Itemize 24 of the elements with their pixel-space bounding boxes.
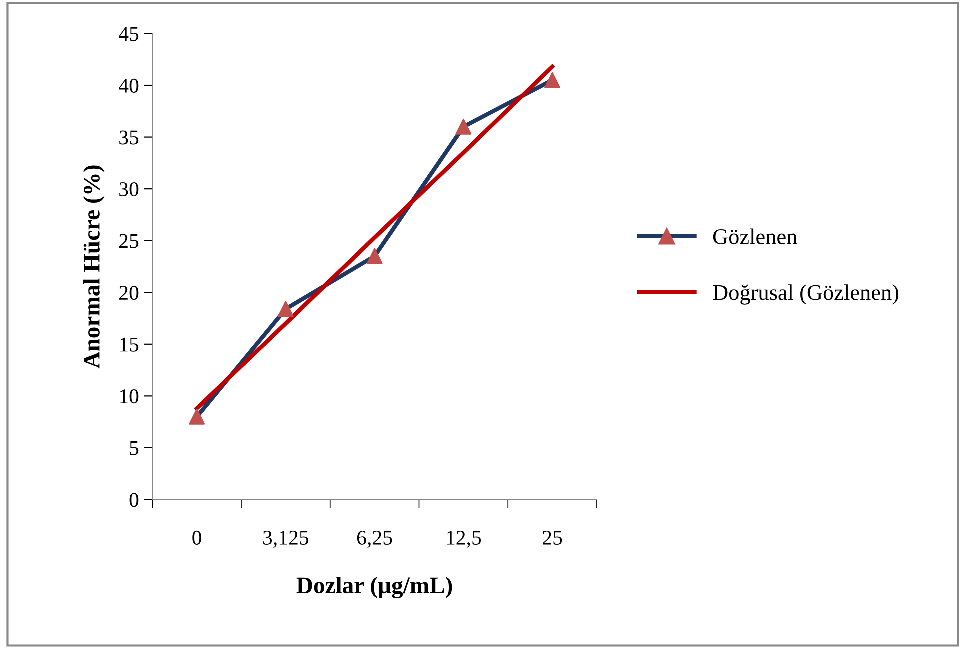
y-tick-label: 10 [120, 390, 139, 404]
point [456, 118, 472, 135]
y-tick-label: 5 [130, 442, 139, 456]
legend-label: Doğrusal (Gözlenen) [713, 284, 899, 305]
y-axis-title: Anormal Hücre (%) [83, 166, 105, 369]
point [278, 301, 294, 318]
legend-label: Gözlenen [713, 228, 798, 244]
point [189, 408, 206, 425]
x-tick-label: 6,25 [357, 530, 392, 548]
point [544, 72, 561, 88]
y-tick-label: 30 [120, 182, 139, 197]
point [366, 248, 383, 264]
x-axis-title: Dozlar (µg/mL) [296, 576, 452, 599]
y-tick-label: 0 [130, 493, 139, 508]
x-tick-label: 25 [543, 530, 562, 545]
y-tick-label: 35 [120, 130, 139, 145]
x-tick-label: 3,125 [263, 530, 309, 548]
x-tick-label: 0 [192, 530, 202, 545]
y-tick-label: 15 [120, 338, 139, 352]
y-tick-label: 45 [119, 27, 139, 42]
y-tick-label: 40 [119, 78, 139, 93]
y-tick-label: 20 [120, 286, 139, 300]
y-tick-label: 25 [120, 234, 139, 248]
x-tick-label: 12,5 [447, 530, 482, 548]
